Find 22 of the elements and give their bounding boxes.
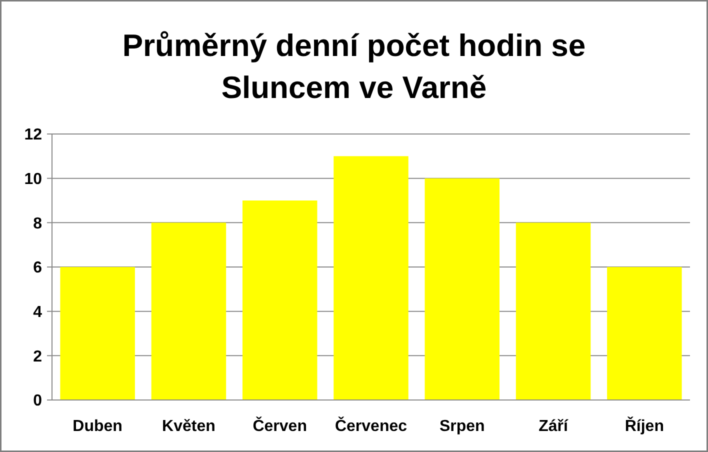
chart-title: Průměrný denní počet hodin se Sluncem ve Varně xyxy=(122,28,586,105)
x-tick-label: Říjen xyxy=(624,416,664,435)
x-tick-label: Září xyxy=(538,418,569,435)
y-tick-label: 4 xyxy=(33,304,42,321)
y-tick-label: 10 xyxy=(24,170,42,188)
y-tick-label: 2 xyxy=(33,348,42,366)
x-tick-label: Duben xyxy=(72,418,122,435)
bar xyxy=(242,200,318,400)
y-tick-label: 6 xyxy=(33,260,42,277)
bar xyxy=(424,178,500,400)
y-tick-label: 12 xyxy=(24,126,42,144)
bar xyxy=(60,267,135,400)
bar xyxy=(516,222,591,400)
y-tick-label: 8 xyxy=(33,215,42,232)
x-tick-label: Květen xyxy=(162,418,216,435)
x-tick-label: Červenec xyxy=(334,416,408,435)
y-tick-label: 0 xyxy=(33,392,42,410)
bar xyxy=(151,222,226,400)
bar xyxy=(334,156,408,400)
x-tick-label: Červen xyxy=(252,416,307,435)
x-tick-label: Srpen xyxy=(439,418,485,435)
bar xyxy=(607,267,682,400)
